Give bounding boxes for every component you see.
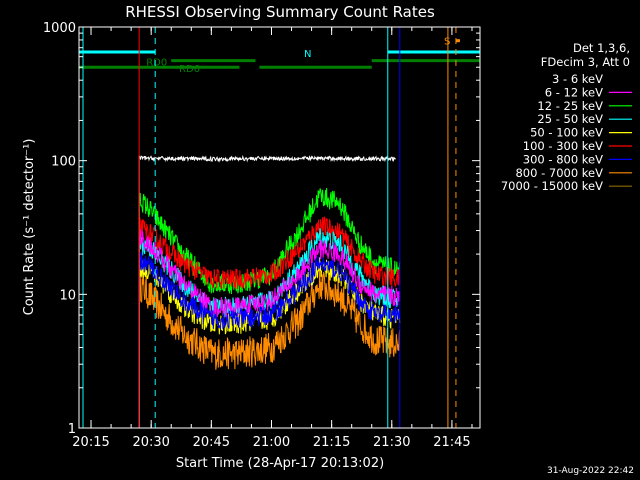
x-tick-label: 21:15 <box>313 435 350 450</box>
flag-label: N <box>304 49 311 60</box>
plot-frame <box>78 26 481 429</box>
legend-entry: 3 - 6 keV <box>552 72 603 86</box>
timestamp: 31-Aug-2022 22:42 <box>546 466 634 476</box>
x-tick-label: 20:45 <box>193 435 230 450</box>
x-tick-label: 21:30 <box>373 435 410 450</box>
series-line <box>138 187 401 428</box>
series-line <box>138 251 401 428</box>
legend-entry: 50 - 100 keV <box>530 126 603 140</box>
flag-label: RD0 <box>146 58 167 69</box>
chart-title: RHESSI Observing Summary Count Rates <box>125 3 435 21</box>
y-axis-label: Count Rate (s⁻¹ detector⁻¹) <box>22 139 37 316</box>
series-line <box>138 227 401 428</box>
x-tick-label: 21:45 <box>433 435 470 450</box>
y-tick-label: 1 <box>68 422 76 437</box>
legend-entry: 100 - 300 keV <box>523 139 603 153</box>
series-line <box>138 154 396 428</box>
legend-entry: 300 - 800 keV <box>523 152 603 166</box>
vertical-markers <box>82 27 457 428</box>
legend-header: FDecim 3, Att 0 <box>541 55 630 69</box>
legend-entry: 800 - 7000 keV <box>515 166 603 180</box>
y-tick-label: 10 <box>59 288 76 303</box>
x-axis-ticks: 20:15 20:30 20:45 21:00 21:15 21:30 21:45 <box>72 27 473 450</box>
y-axis-ticks: 1 10 100 1000 <box>43 21 480 437</box>
x-tick-label: 21:00 <box>253 435 290 450</box>
legend-entry: 6 - 12 keV <box>545 85 603 99</box>
x-tick-label: 20:15 <box>72 435 109 450</box>
x-axis-label: Start Time (28-Apr-17 20:13:02) <box>176 456 384 471</box>
series-line <box>138 269 401 428</box>
legend-entry: 7000 - 15000 keV <box>501 179 603 193</box>
series-line <box>138 229 401 428</box>
x-tick-label: 20:30 <box>132 435 169 450</box>
legend-header: Det 1,3,6, <box>573 41 630 55</box>
y-tick-label: 100 <box>51 155 76 170</box>
series-line <box>138 216 401 428</box>
flag-label: S <box>444 37 450 48</box>
legend-entry: 12 - 25 keV <box>537 99 603 113</box>
flag-label: RD6 <box>179 64 200 75</box>
data-traces <box>138 154 401 428</box>
flag-bars: N RD0 RD6 S <box>79 37 480 75</box>
y-tick-label: 1000 <box>43 21 76 36</box>
legend-entry: 25 - 50 keV <box>537 112 603 126</box>
